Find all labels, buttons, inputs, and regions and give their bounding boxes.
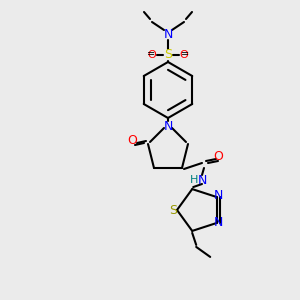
Text: O: O bbox=[180, 50, 188, 60]
Text: N: N bbox=[197, 173, 207, 187]
Text: N: N bbox=[163, 28, 173, 41]
Text: S: S bbox=[164, 49, 172, 62]
Text: S: S bbox=[169, 203, 177, 217]
Text: O: O bbox=[127, 134, 137, 146]
Text: =: = bbox=[147, 49, 155, 59]
Text: N: N bbox=[214, 189, 224, 202]
Text: O: O bbox=[213, 149, 223, 163]
Text: =: = bbox=[181, 49, 189, 59]
Text: O: O bbox=[148, 50, 156, 60]
Text: N: N bbox=[163, 119, 173, 133]
Text: H: H bbox=[190, 175, 198, 185]
Text: N: N bbox=[214, 216, 224, 230]
